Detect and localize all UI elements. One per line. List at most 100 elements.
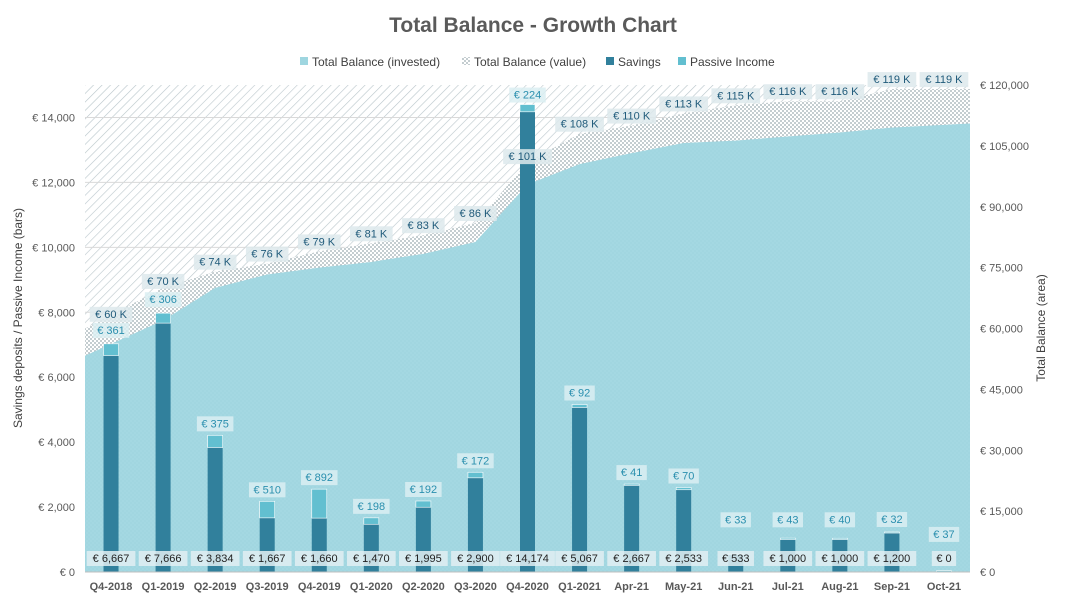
x-tick-label: Q1-2020 — [350, 581, 393, 593]
label-savings: € 1,667 — [249, 553, 286, 565]
label-total-balance-box — [503, 149, 552, 165]
label-savings: € 2,533 — [665, 553, 702, 565]
label-passive-income: € 40 — [829, 514, 850, 526]
bar-savings — [624, 485, 640, 572]
label-total-balance: € 116 K — [821, 86, 859, 98]
label-savings-box — [86, 551, 136, 566]
y2-tick-label: € 45,000 — [980, 384, 1023, 396]
label-total-balance: € 86 K — [460, 208, 492, 220]
legend-swatch — [678, 57, 686, 65]
label-total-balance: € 115 K — [717, 90, 755, 102]
bar-passive-income — [519, 104, 536, 113]
bar-passive-income — [779, 537, 796, 540]
bar-savings — [103, 355, 119, 572]
label-passive-income: € 192 — [410, 484, 438, 496]
x-axis: Q4-2018 Q1-2019 Q2-2019 Q3-2019 Q4-2019 Q1-20… — [85, 571, 970, 593]
y2-tick-label: € 60,000 — [980, 324, 1023, 336]
x-tick-label: Q4-2019 — [298, 581, 341, 593]
x-tick-label: Jun-21 — [718, 581, 753, 593]
label-passive-income-box — [92, 322, 130, 338]
label-passive-income-box — [301, 470, 338, 486]
label-savings: € 1,995 — [405, 553, 442, 565]
label-savings-box — [931, 551, 957, 566]
label-passive-income: € 33 — [725, 514, 746, 526]
bar-passive-income — [832, 537, 848, 540]
x-tick-label: Q2-2019 — [194, 581, 237, 593]
label-savings-box — [500, 551, 555, 566]
y-axis-title: Savings deposits / Passive Income (bars) — [11, 208, 25, 428]
legend-swatch — [462, 57, 470, 65]
bar-savings — [572, 407, 588, 572]
legend: Total Balance (invested) Total Balance (v… — [300, 55, 775, 69]
y-tick-label: € 4,000 — [38, 437, 75, 449]
label-savings-box — [763, 551, 813, 566]
y-tick-label: € 12,000 — [32, 177, 75, 189]
x-tick-label: Q1-2021 — [558, 581, 601, 593]
label-total-balance: € 74 K — [199, 257, 231, 269]
x-tick-label: Q4-2020 — [506, 581, 549, 593]
label-passive-income-box — [668, 468, 699, 484]
label-savings-box — [138, 551, 188, 566]
label-total-balance: € 83 K — [407, 220, 439, 232]
x-tick-label: Q1-2019 — [142, 581, 185, 593]
label-passive-income: € 172 — [462, 455, 490, 467]
label-passive-income: € 224 — [514, 90, 542, 102]
label-savings: € 1,660 — [301, 553, 338, 565]
y2-tick-label: € 75,000 — [980, 263, 1023, 275]
bar-passive-income — [103, 343, 119, 356]
legend-swatch — [606, 57, 614, 65]
legend-label: Savings — [618, 55, 661, 69]
y-tick-label: € 8,000 — [38, 307, 75, 319]
y-tick-label: € 0 — [60, 567, 75, 579]
label-total-balance: € 110 K — [613, 111, 651, 123]
bar-passive-income — [259, 501, 276, 519]
label-passive-income-box — [353, 498, 390, 514]
label-passive-income: € 892 — [305, 472, 333, 484]
x-tick-label: Sep-21 — [874, 581, 910, 593]
label-total-balance: € 119 K — [873, 74, 911, 86]
label-savings: € 2,900 — [457, 553, 494, 565]
label-savings-box — [190, 551, 240, 566]
label-total-balance: € 76 K — [251, 249, 283, 261]
label-passive-income-box — [196, 416, 234, 432]
label-total-balance: € 116 K — [769, 86, 807, 98]
y-axis-left: € 0 € 2,000 € 4,000 € 6,000 € 8,000 € 10,000 €… — [32, 112, 75, 579]
label-savings: € 1,000 — [769, 553, 806, 565]
bar-passive-income — [155, 312, 171, 324]
label-passive-income: € 198 — [358, 501, 386, 513]
label-total-balance-box — [89, 306, 133, 322]
label-total-balance-box — [245, 246, 289, 262]
label-total-balance: € 79 K — [303, 236, 335, 248]
label-passive-income-box — [824, 512, 856, 528]
x-tick-label: Q3-2019 — [246, 581, 289, 593]
x-tick-label: Oct-21 — [927, 581, 961, 593]
x-tick-label: May-21 — [665, 581, 702, 593]
label-savings: € 3,834 — [197, 553, 234, 565]
label-savings: € 2,667 — [613, 553, 650, 565]
label-passive-income-box — [772, 512, 803, 528]
label-total-balance-box — [193, 254, 237, 270]
label-savings-box — [346, 551, 396, 566]
label-savings: € 0 — [936, 553, 951, 565]
label-total-balance-box — [659, 96, 709, 112]
label-passive-income: € 41 — [621, 467, 642, 479]
data-labels: € 60 K € 70 K € 74 K € 76 K € 79 K € 81 K € 83… — [86, 72, 969, 566]
label-total-balance-box — [555, 116, 604, 132]
bar-passive-income — [571, 404, 588, 408]
x-tick-label: Q3-2020 — [454, 581, 497, 593]
label-total-balance-box — [402, 218, 445, 234]
bar-passive-income — [884, 531, 900, 534]
x-tick-label: Apr-21 — [614, 581, 649, 593]
label-savings: € 1,000 — [822, 553, 859, 565]
chart-title: Total Balance - Growth Chart — [389, 14, 677, 37]
label-passive-income-box — [248, 482, 286, 498]
legend-label: Total Balance (invested) — [312, 55, 440, 69]
label-total-balance: € 113 K — [665, 98, 703, 110]
label-passive-income: € 306 — [149, 294, 177, 306]
label-passive-income: € 361 — [97, 325, 125, 337]
label-passive-income-box — [509, 87, 546, 103]
y-axis-right: € 0 € 15,000 € 30,000 € 45,000 € 60,000 € 75,… — [980, 80, 1029, 579]
bar-savings — [520, 111, 535, 572]
label-passive-income-box — [720, 512, 751, 528]
